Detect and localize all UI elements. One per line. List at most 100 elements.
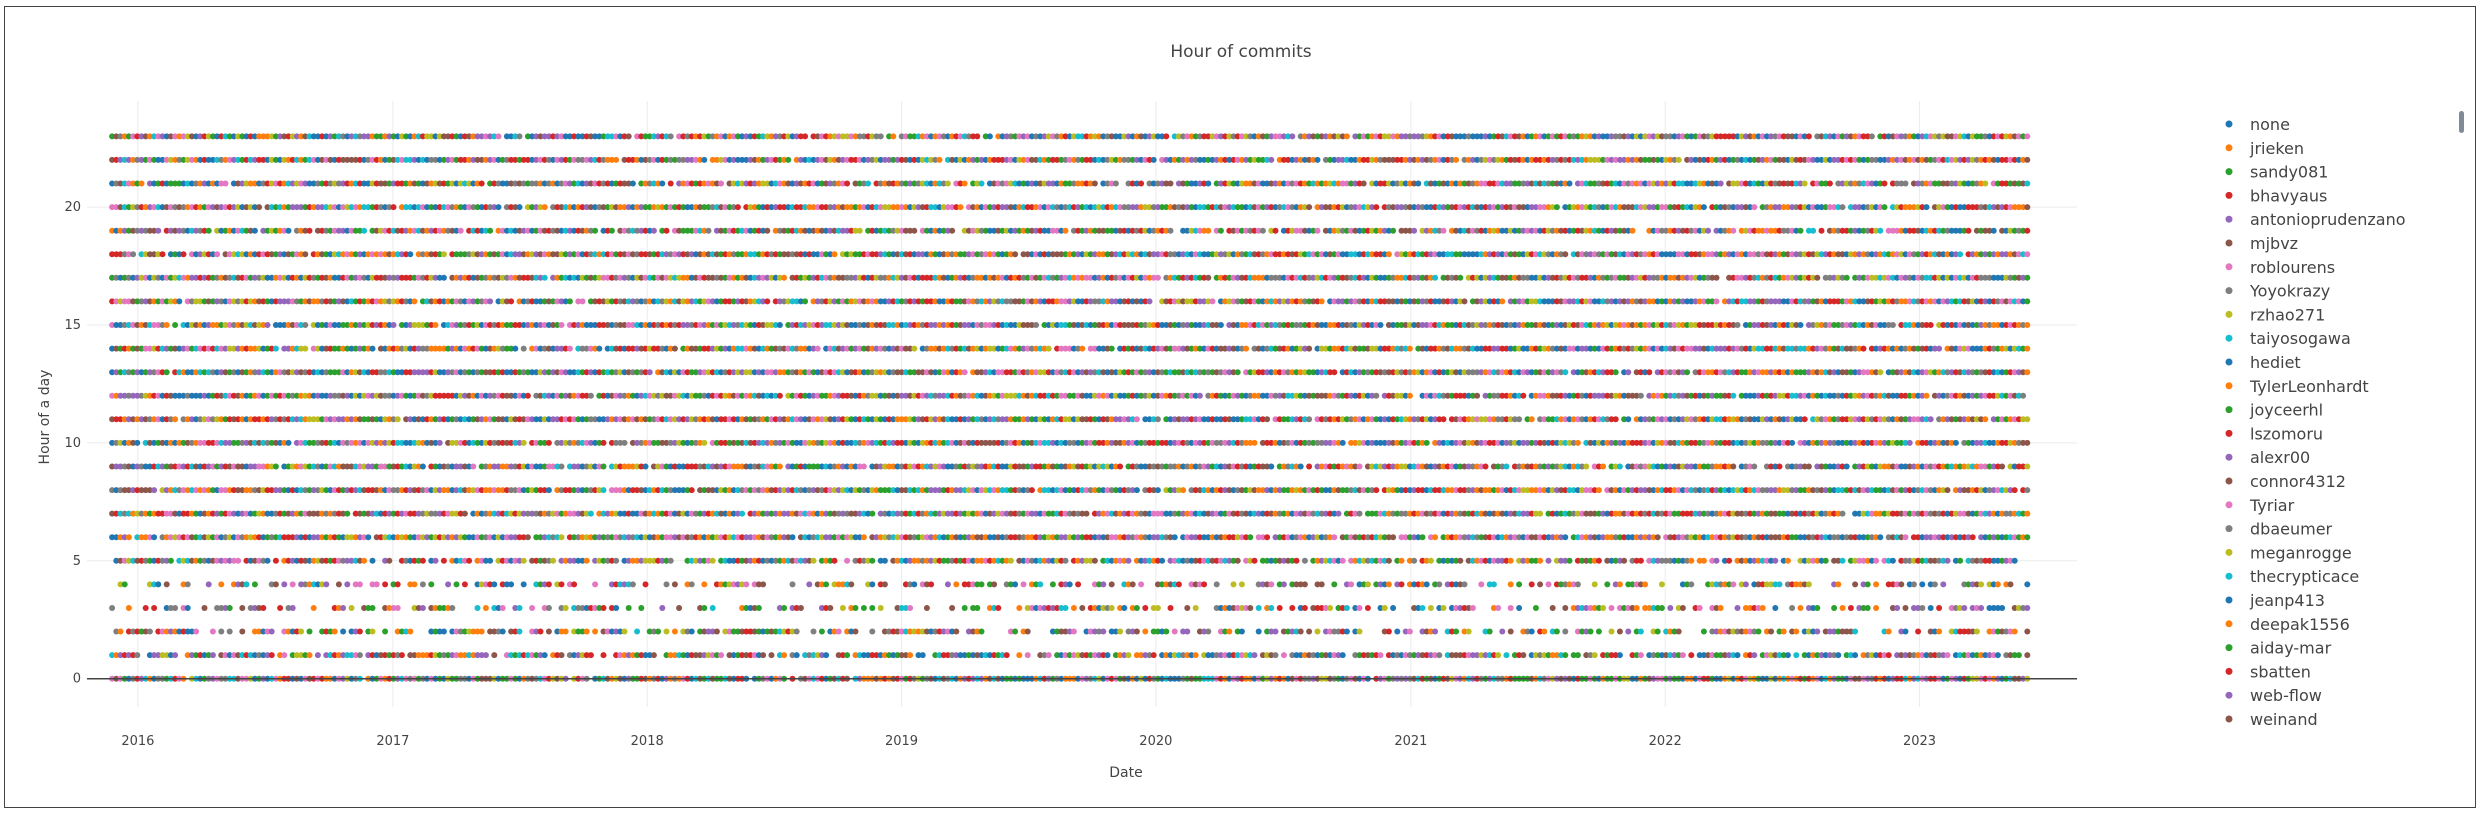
data-point bbox=[1289, 605, 1296, 611]
data-point bbox=[898, 628, 905, 635]
data-point bbox=[1003, 652, 1010, 659]
data-point bbox=[722, 628, 729, 635]
data-point bbox=[869, 605, 876, 611]
data-point bbox=[1873, 605, 1880, 611]
data-point bbox=[193, 557, 200, 564]
data-point bbox=[1696, 652, 1703, 659]
data-point bbox=[1255, 581, 1262, 588]
data-point bbox=[293, 628, 300, 635]
data-point bbox=[138, 557, 145, 564]
data-point bbox=[1780, 628, 1787, 635]
data-point bbox=[344, 581, 351, 588]
data-point bbox=[814, 581, 821, 588]
data-point bbox=[1709, 652, 1716, 659]
data-point bbox=[537, 652, 544, 659]
data-point bbox=[239, 628, 246, 635]
data-point bbox=[1902, 652, 1909, 659]
data-point bbox=[1705, 581, 1712, 588]
data-point bbox=[986, 652, 993, 659]
data-point bbox=[428, 652, 435, 659]
data-point bbox=[1461, 628, 1468, 635]
data-point bbox=[1406, 628, 1413, 635]
data-point bbox=[1944, 652, 1951, 659]
data-point bbox=[1406, 392, 1413, 399]
data-point bbox=[356, 628, 363, 635]
data-point bbox=[1583, 628, 1590, 635]
data-point bbox=[1902, 628, 1909, 635]
data-point bbox=[268, 581, 275, 588]
data-point bbox=[1982, 652, 1989, 659]
data-point bbox=[130, 652, 137, 659]
data-point bbox=[877, 605, 884, 611]
data-point bbox=[1461, 652, 1468, 659]
data-point bbox=[1541, 628, 1548, 635]
data-point bbox=[1629, 652, 1636, 659]
data-point bbox=[1751, 463, 1758, 470]
data-point bbox=[1415, 605, 1422, 611]
data-point bbox=[1814, 605, 1821, 611]
data-point bbox=[386, 557, 393, 564]
data-point bbox=[684, 581, 691, 588]
data-point bbox=[1226, 652, 1233, 659]
data-point bbox=[1684, 581, 1691, 588]
data-point bbox=[1776, 628, 1783, 635]
data-point bbox=[1520, 628, 1527, 635]
data-point bbox=[869, 652, 876, 659]
data-point bbox=[709, 557, 716, 564]
data-point bbox=[1117, 652, 1124, 659]
data-point bbox=[260, 628, 267, 635]
data-point bbox=[1180, 652, 1187, 659]
data-point bbox=[1058, 581, 1065, 588]
data-point bbox=[1440, 416, 1447, 423]
data-point bbox=[1154, 487, 1161, 494]
data-point bbox=[835, 581, 842, 588]
data-point bbox=[713, 628, 720, 635]
data-point bbox=[1159, 581, 1166, 588]
data-point bbox=[260, 605, 267, 611]
data-point bbox=[474, 581, 481, 588]
data-point bbox=[2003, 652, 2010, 659]
data-point bbox=[1066, 628, 1073, 635]
data-point bbox=[2011, 605, 2018, 611]
data-point bbox=[776, 392, 783, 399]
data-point bbox=[243, 581, 250, 588]
data-point bbox=[558, 605, 565, 611]
data-point bbox=[1049, 628, 1056, 635]
data-point bbox=[1738, 628, 1745, 635]
data-point bbox=[1213, 581, 1220, 588]
data-point bbox=[2007, 652, 2014, 659]
data-point bbox=[760, 628, 767, 635]
data-point bbox=[1721, 652, 1728, 659]
data-point bbox=[940, 652, 947, 659]
data-point bbox=[1356, 605, 1363, 611]
data-point bbox=[768, 652, 775, 659]
data-point bbox=[1587, 605, 1594, 611]
data-point bbox=[1553, 652, 1560, 659]
data-point bbox=[739, 628, 746, 635]
data-point bbox=[503, 581, 510, 588]
data-point bbox=[747, 605, 754, 611]
data-point bbox=[474, 652, 481, 659]
data-point bbox=[1927, 605, 1934, 611]
data-point bbox=[1894, 605, 1901, 611]
data-point bbox=[1381, 581, 1388, 588]
data-point bbox=[961, 652, 968, 659]
data-point bbox=[1100, 605, 1107, 611]
data-point bbox=[839, 605, 846, 611]
data-point bbox=[1726, 581, 1733, 588]
data-point bbox=[1579, 628, 1586, 635]
data-point bbox=[1717, 628, 1724, 635]
data-point bbox=[789, 652, 796, 659]
data-point bbox=[1377, 581, 1384, 588]
data-point bbox=[705, 628, 712, 635]
data-point bbox=[1427, 652, 1434, 659]
data-point bbox=[1406, 581, 1413, 588]
data-point bbox=[1986, 605, 1993, 611]
data-point bbox=[1742, 628, 1749, 635]
data-point bbox=[1411, 605, 1418, 611]
data-point bbox=[1541, 652, 1548, 659]
data-point bbox=[1574, 439, 1581, 446]
data-point bbox=[1738, 581, 1745, 588]
data-point bbox=[1826, 652, 1833, 659]
data-point bbox=[247, 605, 254, 611]
